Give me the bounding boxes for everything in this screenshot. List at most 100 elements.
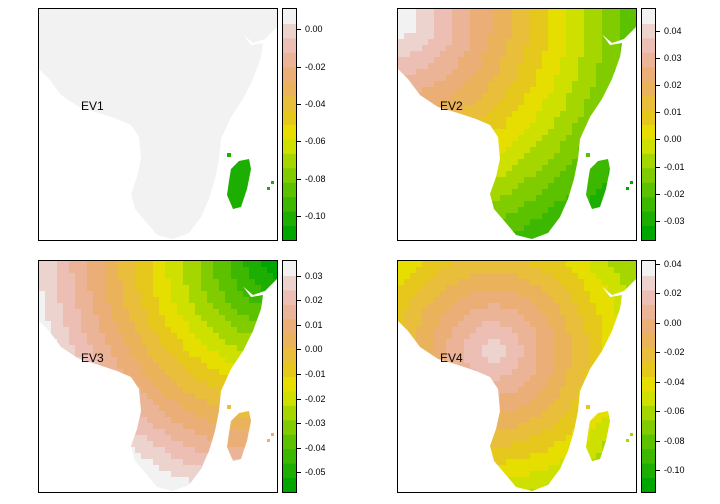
map-cell	[99, 81, 105, 87]
map-cell	[45, 483, 51, 489]
map-cell	[39, 399, 45, 405]
legend-color-step	[283, 477, 296, 492]
map-cell	[626, 9, 632, 15]
map-cell	[123, 447, 129, 453]
map-cell	[51, 81, 57, 87]
map-cell	[398, 87, 404, 93]
map-cell	[57, 69, 63, 75]
map-cell	[201, 279, 207, 285]
map-ev2: EV2	[397, 8, 637, 241]
map-cell	[506, 57, 512, 63]
map-cell	[428, 237, 434, 239]
map-cell	[87, 21, 93, 27]
map-cell	[500, 69, 506, 75]
map-cell	[135, 189, 141, 195]
map-cell	[404, 99, 410, 105]
map-cell	[159, 93, 165, 99]
map-cell	[620, 105, 626, 111]
map-cell	[75, 285, 81, 291]
map-cell	[99, 123, 105, 129]
map-cell	[614, 63, 620, 69]
map-cell	[446, 195, 452, 201]
map-cell	[488, 177, 494, 183]
map-cell	[39, 153, 45, 159]
map-cell	[494, 93, 500, 99]
map-cell	[105, 33, 111, 39]
map-cell	[219, 141, 225, 147]
map-cell	[105, 105, 111, 111]
map-cell	[165, 465, 171, 471]
map-cell	[171, 393, 177, 399]
map-cell	[243, 363, 249, 369]
map-cell	[93, 297, 99, 303]
map-cell	[165, 405, 171, 411]
map-cell	[458, 9, 464, 15]
map-cell	[434, 225, 440, 231]
map-cell	[123, 441, 129, 447]
map-cell	[446, 177, 452, 183]
map-cell	[249, 363, 255, 369]
map-cell	[542, 105, 548, 111]
map-cell	[117, 45, 123, 51]
map-cell	[93, 357, 99, 363]
map-cell	[255, 279, 261, 285]
map-cell	[566, 15, 572, 21]
map-cell	[237, 417, 243, 423]
map-cell	[153, 411, 159, 417]
map-cell	[111, 141, 117, 147]
map-cell	[135, 21, 141, 27]
map-cell	[63, 303, 69, 309]
map-cell	[213, 201, 219, 207]
map-cell	[129, 393, 135, 399]
map-cell	[434, 237, 440, 239]
map-cell	[201, 333, 207, 339]
map-cell	[506, 183, 512, 189]
map-cell	[57, 267, 63, 273]
map-cell	[494, 75, 500, 81]
map-cell	[141, 39, 147, 45]
map-cell	[422, 9, 428, 15]
map-cell	[189, 369, 195, 375]
map-cell	[57, 45, 63, 51]
map-cell	[410, 237, 416, 239]
map-cell	[201, 357, 207, 363]
map-cell	[159, 327, 165, 333]
map-cell	[171, 237, 177, 239]
map-cell	[249, 129, 255, 135]
map-cell	[512, 195, 518, 201]
map-cell	[75, 27, 81, 33]
map-cell	[500, 111, 506, 117]
map-cell	[524, 189, 530, 195]
map-cell	[620, 27, 626, 33]
map-cell	[141, 33, 147, 39]
map-cell	[476, 75, 482, 81]
map-cell	[512, 63, 518, 69]
map-cell	[87, 405, 93, 411]
map-cell	[614, 171, 620, 177]
map-cell	[524, 135, 530, 141]
map-cell	[141, 99, 147, 105]
map-cell	[57, 447, 63, 453]
map-cell	[195, 225, 201, 231]
map-cell	[87, 369, 93, 375]
map-cell	[123, 399, 129, 405]
map-cell	[207, 459, 213, 465]
map-cell	[219, 273, 225, 279]
map-cell	[243, 417, 249, 423]
map-cell	[566, 207, 572, 213]
map-cell	[482, 153, 488, 159]
map-cell	[398, 15, 404, 21]
map-cell	[57, 465, 63, 471]
map-cell	[123, 393, 129, 399]
map-cell	[584, 159, 590, 165]
map-cell	[105, 201, 111, 207]
map-cell	[219, 201, 225, 207]
map-cell	[596, 165, 602, 171]
map-cell	[410, 93, 416, 99]
map-cell	[255, 183, 261, 189]
map-cell	[57, 177, 63, 183]
map-cell	[57, 147, 63, 153]
map-cell	[57, 183, 63, 189]
map-cell	[428, 75, 434, 81]
map-cell	[111, 21, 117, 27]
